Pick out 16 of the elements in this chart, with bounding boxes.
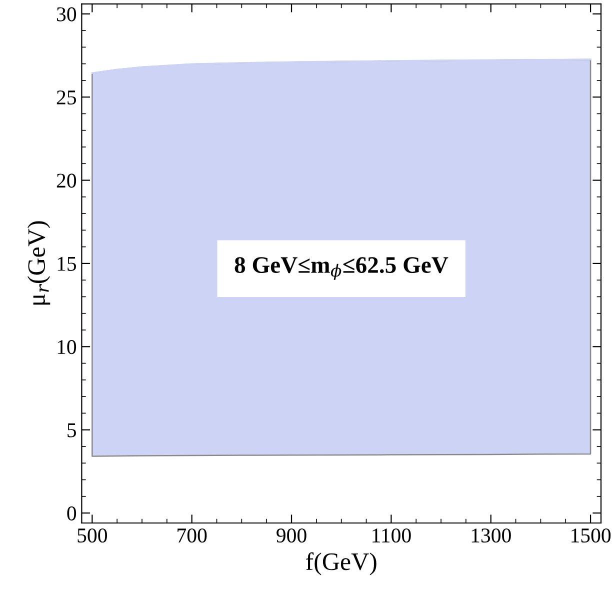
x-tick-label: 500	[78, 528, 107, 543]
x-axis-title: f(GeV)	[306, 552, 376, 576]
x-tick-label: 1100	[372, 528, 411, 543]
x-tick-label: 1500	[572, 528, 611, 543]
y-axis-title: μ$_{r}$(GeV)	[27, 221, 50, 305]
y-tick-label: 5	[68, 423, 76, 438]
x-tick-label: 900	[276, 528, 306, 543]
x-tick-label: 1300	[472, 528, 511, 543]
y-tick-label: 10	[58, 340, 76, 354]
annotation: 8 GeV≤m$_{ϕ}$≤62.5 GeV	[234, 257, 448, 280]
y-tick-label: 20	[56, 174, 76, 188]
y-tick-label: 30	[57, 7, 76, 22]
y-tick-label: 15	[58, 256, 76, 271]
y-tick-label: 0	[67, 506, 76, 520]
y-tick-label: 25	[56, 90, 76, 105]
x-tick-label: 700	[178, 528, 207, 543]
